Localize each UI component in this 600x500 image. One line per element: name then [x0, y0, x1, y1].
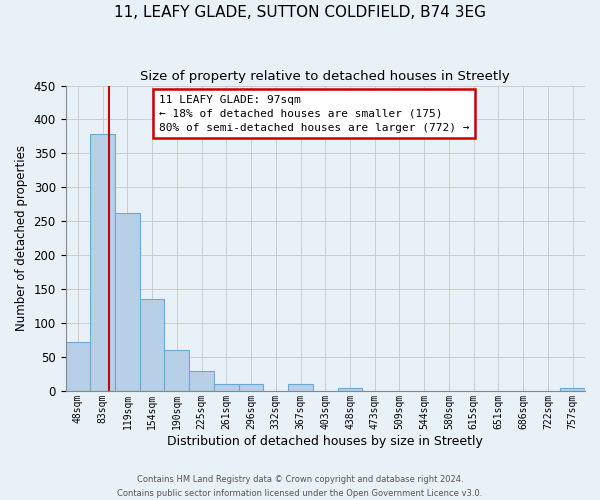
- Bar: [65, 342, 90, 391]
- Bar: [560, 388, 585, 391]
- Bar: [90, 134, 115, 391]
- Y-axis label: Number of detached properties: Number of detached properties: [15, 145, 28, 331]
- Bar: [164, 350, 189, 391]
- Text: 11, LEAFY GLADE, SUTTON COLDFIELD, B74 3EG: 11, LEAFY GLADE, SUTTON COLDFIELD, B74 3…: [114, 5, 486, 20]
- Bar: [140, 298, 164, 391]
- Text: Contains HM Land Registry data © Crown copyright and database right 2024.
Contai: Contains HM Land Registry data © Crown c…: [118, 476, 482, 498]
- Bar: [288, 384, 313, 391]
- Bar: [189, 371, 214, 391]
- X-axis label: Distribution of detached houses by size in Streetly: Distribution of detached houses by size …: [167, 434, 483, 448]
- Bar: [115, 213, 140, 391]
- Title: Size of property relative to detached houses in Streetly: Size of property relative to detached ho…: [140, 70, 510, 83]
- Bar: [338, 388, 362, 391]
- Text: 11 LEAFY GLADE: 97sqm
← 18% of detached houses are smaller (175)
80% of semi-det: 11 LEAFY GLADE: 97sqm ← 18% of detached …: [159, 94, 470, 132]
- Bar: [239, 384, 263, 391]
- Bar: [214, 384, 239, 391]
